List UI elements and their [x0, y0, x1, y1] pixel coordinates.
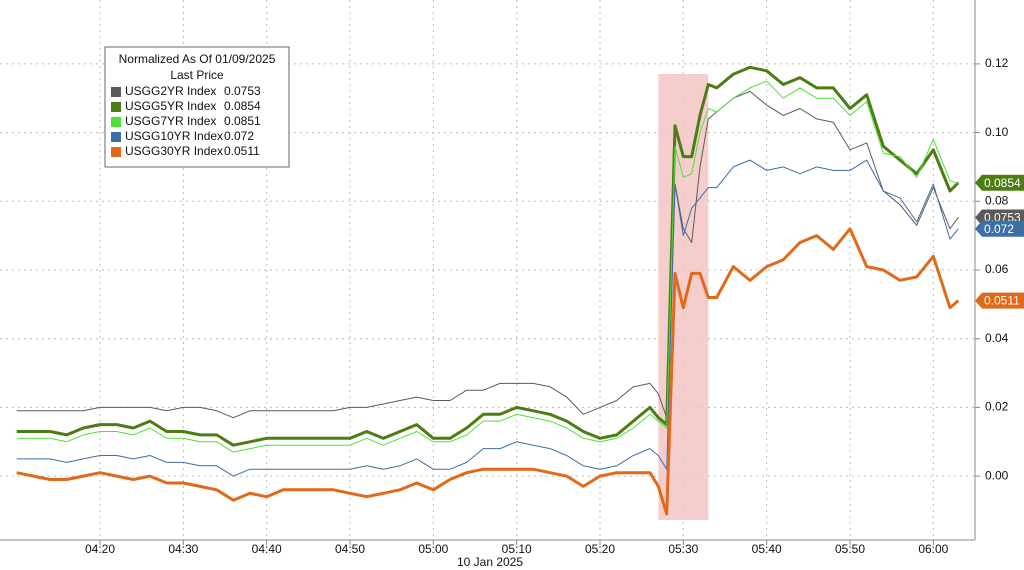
legend-swatch: [111, 147, 121, 157]
x-tick-label: 04:40: [252, 542, 282, 556]
legend-label: USGG10YR Index: [125, 129, 223, 143]
x-axis-label: 10 Jan 2025: [457, 555, 523, 569]
highlight-band: [658, 74, 709, 520]
last-value-label: 0.0854: [984, 176, 1021, 190]
legend-swatch: [111, 87, 121, 97]
last-value-tag: [975, 220, 1024, 237]
legend-label: USGG30YR Index: [125, 144, 223, 158]
series-line: [16, 227, 960, 516]
legend-value: 0.072: [224, 129, 254, 143]
y-tick-label: 0.00: [985, 468, 1009, 482]
series-line: [16, 80, 959, 453]
legend-swatch: [111, 117, 121, 127]
lines: [16, 65, 960, 516]
legend-swatch: [111, 132, 121, 142]
y-tick-label: 0.08: [985, 193, 1009, 207]
legend-value: 0.0854: [224, 99, 261, 113]
x-tick-label: 05:10: [502, 542, 532, 556]
legend-swatch: [111, 102, 121, 112]
x-tick-label: 05:30: [668, 542, 698, 556]
legend-box: [104, 46, 290, 168]
legend: Normalized As Of 01/09/2025 Last Price U…: [104, 46, 290, 168]
x-tick-label: 06:00: [918, 542, 948, 556]
legend-value: 0.0851: [224, 114, 261, 128]
legend-value: 0.0511: [224, 144, 260, 158]
x-tick-label: 05:40: [752, 542, 782, 556]
series-line: [16, 90, 959, 419]
grid: [0, 0, 975, 540]
x-tick-label: 04:30: [168, 542, 198, 556]
y-tick-label: 0.02: [985, 400, 1009, 414]
legend-value: 0.0753: [224, 84, 261, 98]
last-value-tag: [975, 292, 1024, 309]
x-tick-label: 05:00: [418, 542, 448, 556]
last-value-label: 0.072: [984, 222, 1014, 236]
last-value-tag: [975, 174, 1024, 191]
x-tick-label: 04:20: [85, 542, 115, 556]
legend-title: Normalized As Of 01/09/2025: [119, 52, 276, 66]
last-value-label: 0.0511: [984, 294, 1020, 308]
legend-label: USGG7YR Index: [125, 114, 216, 128]
x-tick-label: 04:50: [335, 542, 365, 556]
legend-label: USGG2YR Index: [125, 84, 216, 98]
legend-label: USGG5YR Index: [125, 99, 216, 113]
y-tick-label: 0.04: [985, 331, 1009, 345]
series-line: [16, 159, 959, 477]
x-tick-label: 05:20: [585, 542, 615, 556]
y-tick-label: 0.06: [985, 262, 1009, 276]
y-tick-label: 0.12: [985, 56, 1009, 70]
series-line: [16, 65, 960, 447]
legend-subtitle: Last Price: [170, 68, 224, 82]
highlight-layer: [658, 74, 709, 520]
y-tick-label: 0.10: [985, 125, 1009, 139]
x-tick-label: 05:50: [835, 542, 865, 556]
axes-labels: 0.00 0.02 0.04 0.06 0.08 0.10 0.12 04:20 04:30 04…: [85, 56, 1009, 556]
